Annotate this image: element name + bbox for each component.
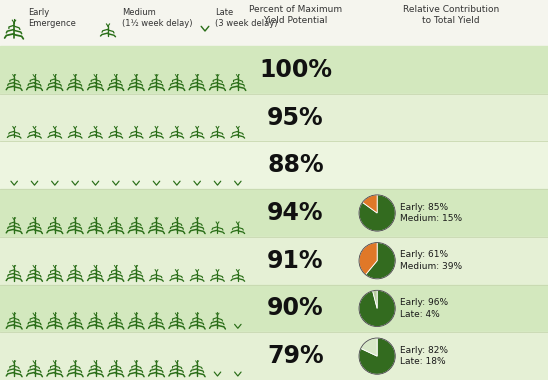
- Text: 100%: 100%: [259, 58, 332, 82]
- Bar: [0, 46, 548, 94]
- Text: Relative Contribution
to Total Yield: Relative Contribution to Total Yield: [403, 5, 499, 25]
- Wedge shape: [359, 242, 377, 275]
- Text: Early: 82%: Early: 82%: [400, 346, 448, 355]
- Wedge shape: [373, 290, 377, 309]
- Bar: [0, 237, 548, 285]
- Text: Medium: 39%: Medium: 39%: [400, 262, 463, 271]
- Bar: [0, 285, 548, 332]
- Wedge shape: [359, 195, 395, 231]
- Wedge shape: [359, 290, 395, 326]
- Text: Early
Emergence: Early Emergence: [28, 8, 76, 28]
- Bar: [0, 0, 548, 46]
- Wedge shape: [359, 338, 395, 374]
- Text: Early: 85%: Early: 85%: [400, 203, 448, 212]
- Text: Medium: 15%: Medium: 15%: [400, 214, 463, 223]
- Text: Medium
(1½ week delay): Medium (1½ week delay): [122, 8, 192, 28]
- Wedge shape: [362, 195, 377, 213]
- Text: Late: 4%: Late: 4%: [400, 310, 440, 319]
- Wedge shape: [361, 338, 377, 356]
- Text: 88%: 88%: [267, 153, 324, 177]
- Text: Late: 18%: Late: 18%: [400, 358, 446, 366]
- Text: 91%: 91%: [267, 249, 324, 273]
- Bar: [0, 332, 548, 380]
- Text: 79%: 79%: [267, 344, 324, 368]
- Text: Early: 61%: Early: 61%: [400, 250, 448, 260]
- Bar: [0, 141, 548, 189]
- Bar: [0, 189, 548, 237]
- Wedge shape: [366, 242, 395, 279]
- Text: Percent of Maximum
Yield Potential: Percent of Maximum Yield Potential: [249, 5, 342, 25]
- Text: Early: 96%: Early: 96%: [400, 298, 448, 307]
- Text: 94%: 94%: [267, 201, 324, 225]
- Text: Late
(3 week delay): Late (3 week delay): [215, 8, 277, 28]
- Text: 90%: 90%: [267, 296, 324, 320]
- Text: 95%: 95%: [267, 106, 324, 130]
- Bar: [0, 94, 548, 141]
